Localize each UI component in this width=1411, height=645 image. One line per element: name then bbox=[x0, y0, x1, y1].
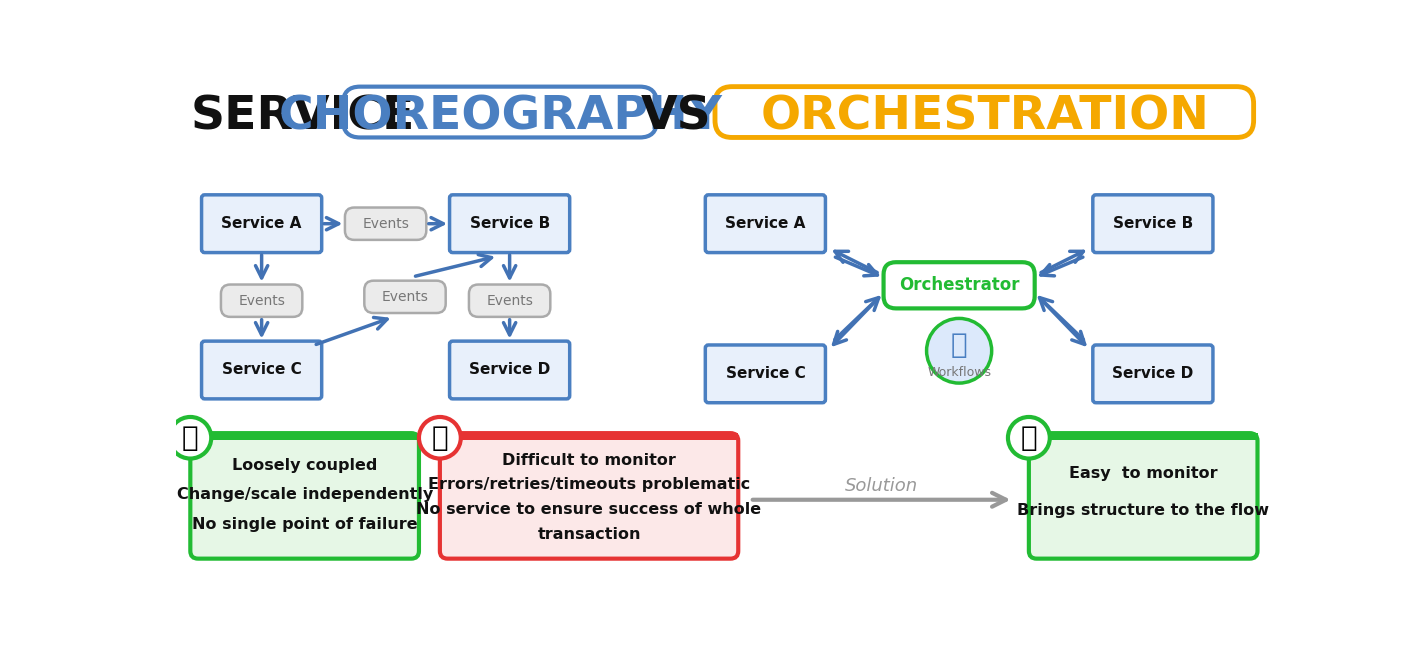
FancyBboxPatch shape bbox=[202, 195, 322, 253]
FancyBboxPatch shape bbox=[1029, 433, 1257, 559]
Text: Orchestrator: Orchestrator bbox=[899, 276, 1019, 294]
Text: Solution: Solution bbox=[845, 477, 919, 495]
FancyBboxPatch shape bbox=[450, 341, 570, 399]
Text: Change/scale independently: Change/scale independently bbox=[176, 487, 433, 502]
FancyBboxPatch shape bbox=[1092, 345, 1213, 402]
Text: ORCHESTRATION: ORCHESTRATION bbox=[761, 95, 1209, 140]
Circle shape bbox=[169, 417, 212, 459]
Text: Service D: Service D bbox=[468, 362, 550, 377]
FancyBboxPatch shape bbox=[883, 263, 1034, 308]
Text: SERVICE: SERVICE bbox=[190, 95, 415, 140]
FancyBboxPatch shape bbox=[706, 195, 825, 253]
FancyBboxPatch shape bbox=[364, 281, 446, 313]
Text: 👍: 👍 bbox=[182, 424, 199, 452]
Text: ⛓: ⛓ bbox=[951, 331, 968, 359]
FancyBboxPatch shape bbox=[715, 86, 1253, 137]
Text: Events: Events bbox=[487, 293, 533, 308]
Circle shape bbox=[1007, 417, 1050, 459]
Text: Brings structure to the flow: Brings structure to the flow bbox=[1017, 502, 1268, 518]
Circle shape bbox=[927, 319, 992, 383]
Text: transaction: transaction bbox=[538, 526, 641, 542]
FancyBboxPatch shape bbox=[440, 433, 738, 559]
Text: Events: Events bbox=[363, 217, 409, 231]
Text: Errors/retries/timeouts problematic: Errors/retries/timeouts problematic bbox=[428, 477, 751, 492]
FancyBboxPatch shape bbox=[706, 345, 825, 402]
Text: Service B: Service B bbox=[1113, 216, 1192, 231]
FancyBboxPatch shape bbox=[202, 341, 322, 399]
FancyBboxPatch shape bbox=[190, 433, 419, 559]
Text: Service C: Service C bbox=[725, 366, 806, 381]
Bar bbox=[440, 433, 738, 440]
Text: 👎: 👎 bbox=[432, 424, 449, 452]
Circle shape bbox=[419, 417, 461, 459]
Text: Service C: Service C bbox=[222, 362, 302, 377]
Text: Difficult to monitor: Difficult to monitor bbox=[502, 453, 676, 468]
Bar bbox=[1029, 433, 1257, 440]
FancyBboxPatch shape bbox=[450, 195, 570, 253]
Text: VS: VS bbox=[641, 95, 711, 140]
Text: Service A: Service A bbox=[222, 216, 302, 231]
Text: Events: Events bbox=[381, 290, 429, 304]
Text: Workflows: Workflows bbox=[927, 366, 991, 379]
Text: Service D: Service D bbox=[1112, 366, 1194, 381]
FancyBboxPatch shape bbox=[222, 284, 302, 317]
FancyBboxPatch shape bbox=[468, 284, 550, 317]
Text: No single point of failure: No single point of failure bbox=[192, 517, 418, 531]
Text: Service A: Service A bbox=[725, 216, 806, 231]
Text: No service to ensure success of whole: No service to ensure success of whole bbox=[416, 502, 762, 517]
Text: Events: Events bbox=[238, 293, 285, 308]
FancyBboxPatch shape bbox=[1092, 195, 1213, 253]
Text: CHOREOGRAPHY: CHOREOGRAPHY bbox=[278, 95, 722, 140]
Text: Service B: Service B bbox=[470, 216, 550, 231]
FancyBboxPatch shape bbox=[343, 86, 658, 137]
Text: 👍: 👍 bbox=[1020, 424, 1037, 452]
FancyBboxPatch shape bbox=[344, 208, 426, 240]
Bar bbox=[190, 433, 419, 440]
Text: Loosely coupled: Loosely coupled bbox=[231, 458, 377, 473]
Text: Easy  to monitor: Easy to monitor bbox=[1070, 466, 1218, 481]
